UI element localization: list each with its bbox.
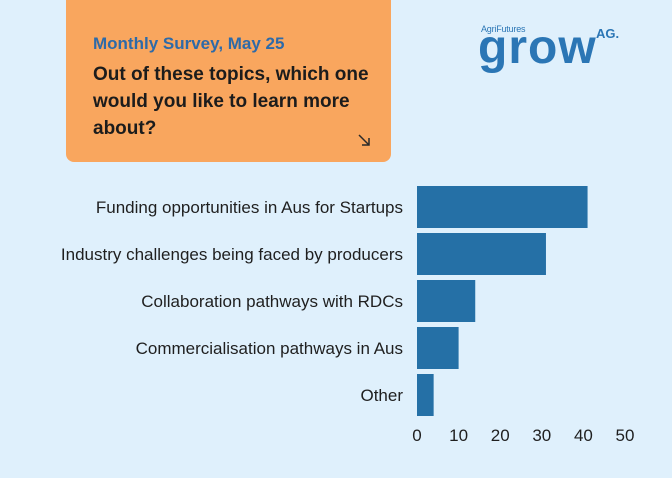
category-label: Collaboration pathways with RDCs: [141, 292, 403, 311]
x-tick-label: 30: [532, 426, 551, 445]
bar: [417, 327, 459, 369]
arrow-down-right-icon: [358, 134, 370, 146]
bar: [417, 186, 588, 228]
x-tick-label: 50: [616, 426, 635, 445]
bar: [417, 374, 434, 416]
x-tick-label: 20: [491, 426, 510, 445]
logo-word: grow: [478, 21, 597, 74]
x-tick-label: 0: [412, 426, 421, 445]
category-label: Funding opportunities in Aus for Startup…: [96, 198, 403, 217]
category-label: Commercialisation pathways in Aus: [136, 339, 403, 358]
category-label: Other: [360, 386, 403, 405]
growag-logo: grow AgriFutures AG.: [478, 20, 628, 76]
x-tick-label: 40: [574, 426, 593, 445]
survey-date: Monthly Survey, May 25: [93, 34, 285, 53]
logo-superscript: AG.: [596, 26, 620, 41]
bar-chart: Funding opportunities in Aus for Startup…: [61, 186, 635, 445]
category-label: Industry challenges being faced by produ…: [61, 245, 403, 264]
bar: [417, 280, 476, 322]
x-tick-label: 10: [449, 426, 468, 445]
question-card: Monthly Survey, May 25 Out of these topi…: [66, 0, 391, 162]
survey-question: Out of these topics, which one would you…: [93, 64, 369, 139]
bar: [417, 233, 546, 275]
logo-brand: AgriFutures: [481, 24, 526, 34]
